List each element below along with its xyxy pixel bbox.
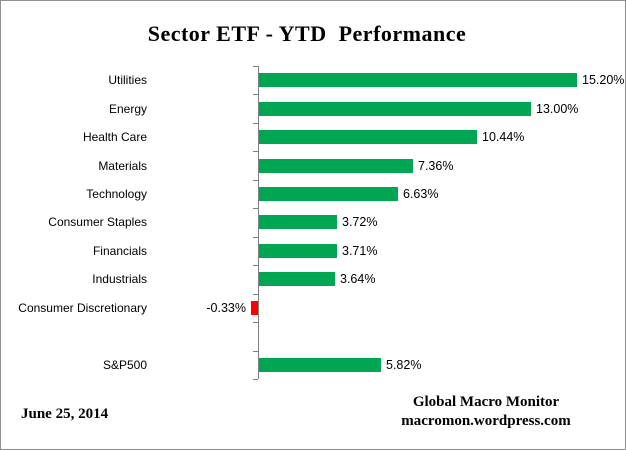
value-label: -0.33%	[206, 301, 246, 315]
category-label: Utilities	[108, 73, 147, 87]
category-label: Industrials	[92, 272, 147, 286]
category-label: Technology	[86, 187, 147, 201]
category-label: Materials	[98, 159, 147, 173]
credit-block: Global Macro Monitor macromon.wordpress.…	[351, 393, 621, 431]
axis-tick	[253, 123, 258, 124]
credit-line-2: macromon.wordpress.com	[401, 413, 571, 429]
value-label: 3.72%	[342, 215, 378, 229]
axis-tick	[253, 379, 258, 380]
axis-tick	[253, 66, 258, 67]
category-label: Consumer Discretionary	[18, 301, 147, 315]
plot-area: Utilities 15.20% Energy 13.00% Health Care 10…	[1, 66, 625, 380]
axis-tick	[253, 322, 258, 323]
category-label: Health Care	[82, 130, 147, 144]
bar	[259, 102, 531, 116]
value-label: 7.36%	[418, 159, 454, 173]
value-label: 10.44%	[482, 130, 525, 144]
value-label: 5.82%	[386, 358, 422, 372]
category-label: S&P500	[102, 358, 147, 372]
bar	[259, 244, 337, 258]
value-label: 13.00%	[536, 102, 579, 116]
bar	[259, 73, 577, 87]
bar	[259, 187, 398, 201]
value-label: 3.71%	[342, 244, 378, 258]
credit-line-1: Global Macro Monitor	[412, 394, 560, 410]
bar	[259, 215, 337, 229]
axis-tick	[253, 94, 258, 95]
axis-tick	[253, 351, 258, 352]
value-label: 3.64%	[340, 272, 376, 286]
bar	[251, 301, 258, 315]
bar	[259, 358, 381, 372]
category-label: Consumer Staples	[48, 215, 147, 229]
category-label: Energy	[108, 102, 147, 116]
axis-tick	[253, 208, 258, 209]
bar	[259, 159, 413, 173]
chart-title: Sector ETF - YTD Performance	[147, 21, 467, 46]
axis-tick	[253, 265, 258, 266]
value-label: 6.63%	[403, 187, 439, 201]
axis-tick	[253, 151, 258, 152]
axis-tick	[253, 237, 258, 238]
bar	[259, 272, 335, 286]
category-label: Financials	[92, 244, 147, 258]
axis-tick	[253, 180, 258, 181]
value-label: 15.20%	[582, 73, 625, 87]
axis-tick	[253, 294, 258, 295]
category-axis-line	[258, 66, 259, 379]
bar	[259, 130, 477, 144]
footer-date: June 25, 2014	[21, 406, 109, 422]
